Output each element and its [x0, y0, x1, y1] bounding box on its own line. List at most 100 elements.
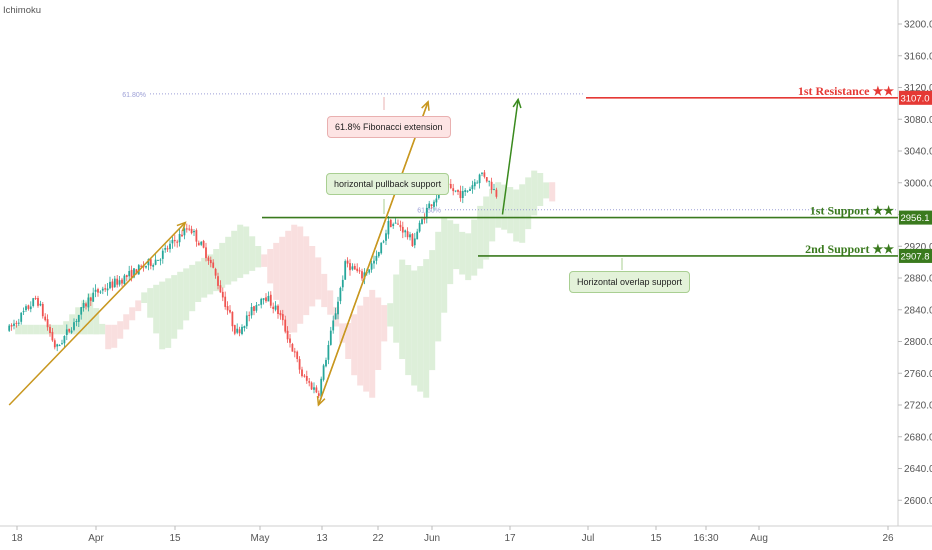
indicator-label[interactable]: Ichimoku: [3, 5, 42, 16]
candle: [368, 269, 371, 275]
candle-body: [255, 305, 258, 311]
cloud-segment: [429, 250, 436, 371]
candle-body: [80, 307, 83, 315]
candle: [161, 248, 164, 264]
candle: [380, 242, 383, 255]
candle-body: [243, 326, 246, 328]
candle-body: [241, 326, 243, 334]
candle-body: [183, 228, 186, 236]
cloud-segment: [219, 242, 226, 288]
pullback-support-callout: horizontal pullback support: [326, 173, 450, 195]
candle: [449, 179, 452, 190]
candle: [166, 245, 169, 252]
candle-body: [37, 298, 39, 306]
cloud-segment: [543, 182, 550, 199]
candle-body: [94, 289, 97, 292]
candle: [255, 302, 258, 313]
cloud-segment: [315, 257, 322, 300]
candle: [490, 177, 493, 194]
candle-body: [135, 269, 138, 275]
candle: [377, 251, 380, 258]
candle-body: [219, 285, 222, 293]
x-tick-label: 17: [504, 533, 516, 544]
candle-body: [87, 297, 90, 308]
candle-body: [329, 330, 332, 345]
price-tag-label: 3107.0: [900, 93, 929, 104]
candle: [195, 228, 198, 247]
candle-body: [459, 190, 462, 199]
candle-body: [49, 326, 51, 333]
candle: [401, 221, 404, 239]
candle-body: [15, 322, 18, 324]
cloud-segment: [423, 259, 430, 398]
candle-body: [157, 259, 159, 261]
candle-body: [433, 201, 435, 207]
candle-body: [341, 279, 344, 288]
candle: [185, 223, 188, 233]
candle-body: [41, 304, 44, 317]
cloud-segment: [147, 288, 154, 318]
candle: [341, 275, 344, 292]
candle: [428, 200, 431, 209]
candle-body: [152, 265, 155, 267]
cloud-segment: [33, 324, 40, 335]
trend-arrow: [501, 97, 522, 215]
candle-body: [221, 291, 224, 298]
candle-body: [109, 281, 111, 289]
trend-arrow: [316, 101, 429, 407]
cloud-segment: [375, 297, 382, 370]
candle: [245, 311, 248, 329]
candle: [128, 265, 131, 280]
candle: [123, 273, 126, 286]
y-tick-label: 2720.0: [904, 401, 932, 412]
candle: [397, 219, 399, 225]
candle: [217, 272, 219, 290]
candle-body: [387, 221, 390, 235]
x-tick-label: 18: [11, 533, 23, 544]
candle-body: [298, 359, 301, 370]
candle-body: [161, 250, 164, 259]
fib-level-label: 61.80%: [417, 208, 441, 215]
candle: [39, 300, 42, 307]
candle: [317, 390, 320, 398]
candle: [277, 304, 279, 319]
candle: [241, 324, 243, 336]
candle-body: [147, 259, 150, 266]
candle-body: [493, 189, 495, 191]
candle-body: [473, 182, 476, 187]
cloud-segment: [99, 323, 106, 335]
y-tick-label: 2880.0: [904, 274, 932, 285]
x-tick-label: Jun: [424, 533, 440, 544]
candle-body: [382, 241, 385, 243]
candle-body: [332, 320, 335, 331]
candle: [284, 315, 287, 334]
candle: [425, 204, 428, 224]
cloud-segment: [417, 266, 424, 392]
candle: [80, 307, 83, 320]
y-tick-label: 3000.0: [904, 178, 932, 189]
candle-body: [164, 248, 167, 250]
cloud-segment: [39, 324, 46, 335]
cloud-segment: [255, 246, 262, 268]
candle: [231, 311, 234, 332]
candle-body: [310, 382, 313, 390]
cloud-segment: [183, 268, 190, 321]
candle-body: [483, 172, 486, 177]
candle: [236, 323, 239, 335]
candle: [329, 326, 332, 346]
cloud-segment: [387, 303, 394, 327]
candle-body: [217, 276, 219, 286]
candle: [269, 291, 272, 309]
candle-body: [471, 185, 474, 190]
candle-body: [265, 297, 267, 302]
cloud-segment: [531, 170, 538, 216]
candle-body: [277, 305, 279, 314]
candle-body: [421, 219, 423, 224]
candle: [262, 298, 265, 305]
cloud-segment: [357, 305, 364, 386]
candle: [387, 216, 390, 239]
cloud-segment: [111, 324, 118, 348]
candle-body: [123, 275, 126, 285]
candle: [406, 227, 409, 240]
